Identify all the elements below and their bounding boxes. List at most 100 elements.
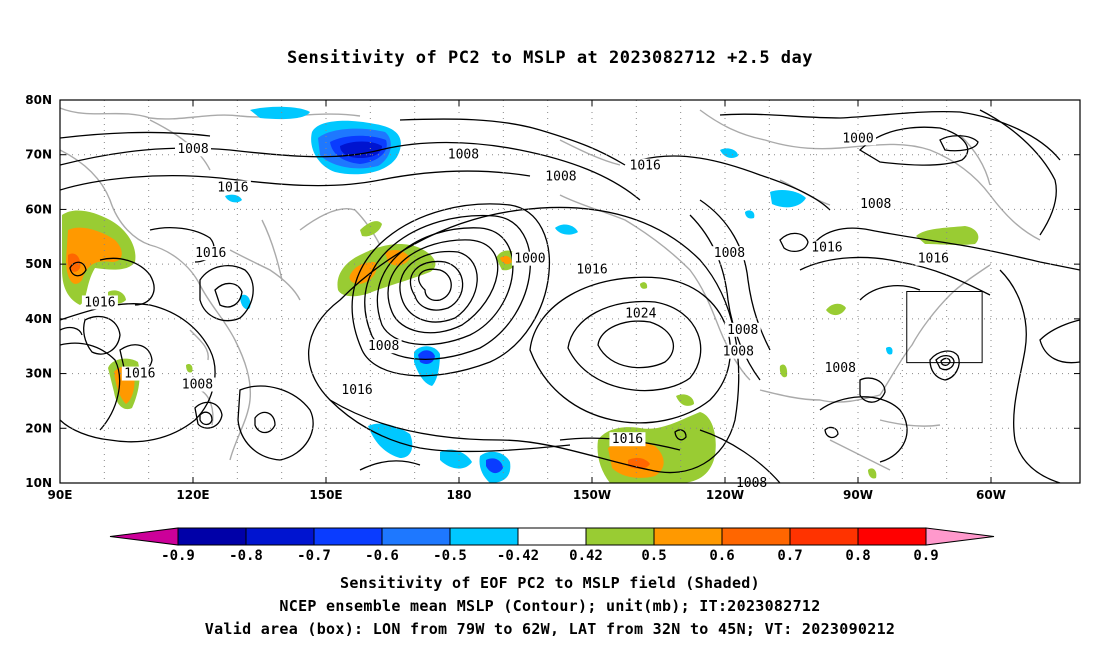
mslp-contour — [939, 135, 979, 152]
contour-label-bg — [339, 382, 376, 397]
caption-line-3: Valid area (box): LON from 79W to 62W, L… — [204, 620, 896, 638]
lon-tick-label: 180 — [446, 488, 471, 502]
coastline — [879, 419, 941, 427]
contour-label-bg — [445, 147, 482, 162]
contour-label: 1008 — [177, 142, 208, 157]
mslp-contour — [929, 350, 960, 381]
lat-tick-label: 50N — [25, 257, 52, 271]
mslp-contour — [699, 199, 771, 351]
colorbar-segment — [857, 527, 927, 546]
colorbar-tick-label: 0.42 — [569, 548, 603, 564]
positive-sensitivity-patch — [349, 262, 377, 284]
negative-sensitivity-patch — [250, 106, 310, 120]
valid-area-box-layer — [906, 291, 983, 364]
contour-label: 1008 — [182, 378, 213, 393]
lon-tick-label: 90W — [843, 488, 873, 502]
contour-label-bg — [121, 366, 158, 381]
mslp-contour — [254, 411, 276, 434]
colorbar-tick-label: -0.42 — [497, 548, 539, 564]
coastline — [229, 249, 301, 301]
chart-title: Sensitivity of PC2 to MSLP at 2023082712… — [286, 48, 813, 68]
contour-label-bg — [175, 142, 211, 157]
mslp-contour — [60, 326, 83, 336]
coastline — [60, 107, 361, 120]
contour-label: 1008 — [714, 246, 745, 261]
contour-label-bg — [574, 262, 610, 277]
colorbar-tick-label: 0.6 — [709, 548, 734, 564]
mslp-contour — [999, 269, 1061, 483]
colorbar: -0.9 -0.8 -0.7 -0.6 -0.5 -0.42 0.42 0.5 0.6 0.7 0.… — [109, 527, 995, 564]
coastline — [699, 109, 1041, 241]
negative-sensitivity-patch — [340, 141, 382, 158]
contour-label-bg — [915, 251, 952, 266]
negative-sensitivity-patch — [886, 346, 893, 355]
negative-sensitivity-patch — [368, 423, 413, 458]
contour-label: 1008 — [368, 339, 399, 354]
mslp-contour — [979, 109, 1057, 236]
mslp-contour — [364, 214, 531, 360]
contour-labels-layer: 1008 1008 1016 1008 1016 1000 1000 1008 1016 1008… — [81, 131, 952, 491]
caption-line-1: Sensitivity of EOF PC2 to MSLP field (Sh… — [340, 574, 760, 592]
lat-tick-label: 30N — [25, 367, 52, 381]
negative-sensitivity-patch — [745, 210, 755, 219]
contour-label: 1016 — [341, 383, 372, 398]
mslp-contour — [199, 411, 213, 426]
mslp-contour — [418, 268, 452, 302]
contour-label: 1000 — [842, 131, 873, 146]
contour-label: 1024 — [625, 306, 656, 321]
mslp-contour — [199, 265, 254, 322]
mslp-contour — [99, 257, 155, 306]
contour-label: 1016 — [576, 263, 607, 278]
lon-tick-label: 150W — [573, 488, 611, 502]
contour-label: 1008 — [448, 148, 479, 163]
colorbar-tick-label: -0.5 — [433, 548, 467, 564]
mslp-contour — [69, 261, 87, 277]
mslp-contour — [689, 214, 761, 381]
mslp-contour — [940, 357, 951, 366]
coastline — [189, 329, 209, 361]
lon-tick-label: 150E — [309, 488, 342, 502]
contour-label-bg — [365, 339, 402, 354]
mslp-contour — [60, 141, 641, 201]
colorbar-tick-label: -0.6 — [365, 548, 399, 564]
contour-label: 1016 — [124, 367, 155, 382]
mslp-contour — [935, 354, 955, 371]
colorbar-segment — [313, 527, 383, 546]
coastline — [829, 439, 891, 471]
mslp-contour — [597, 320, 674, 369]
mslp-contour — [699, 429, 781, 483]
positive-sensitivity-patch — [779, 364, 788, 378]
lat-tick-label: 20N — [25, 421, 52, 435]
mslp-contour — [237, 385, 314, 461]
mslp-contour — [824, 426, 839, 439]
colorbar-segment — [653, 527, 723, 546]
contour-label: 1008 — [825, 361, 856, 376]
contour-label-bg — [214, 180, 251, 195]
caption-line-2: NCEP ensemble mean MSLP (Contour); unit(… — [279, 597, 821, 615]
colorbar-right-extension — [925, 527, 995, 546]
colorbar-tick-label: -0.9 — [161, 548, 195, 564]
colorbar-tick-label: 0.9 — [913, 548, 938, 564]
negative-sensitivity-patch — [770, 190, 806, 208]
colorbar-segment — [585, 527, 655, 546]
colorbar-segment — [517, 527, 587, 546]
lat-tick-label: 60N — [25, 202, 52, 216]
contour-label: 1008 — [860, 197, 891, 212]
mslp-contour — [359, 460, 421, 471]
negative-sensitivity-patch — [418, 350, 435, 364]
contour-label: 1016 — [84, 295, 115, 310]
lon-tick-label: 120W — [706, 488, 744, 502]
colorbar-left-extension — [109, 527, 179, 546]
mslp-contour — [399, 118, 626, 166]
colorbar-segment — [381, 527, 451, 546]
lon-tick-label: 120E — [176, 488, 209, 502]
contour-label-bg — [81, 295, 118, 310]
contour-label-bg — [609, 432, 646, 447]
colorbar-tick-label: 0.7 — [777, 548, 802, 564]
mslp-contour — [809, 227, 1080, 271]
positive-sensitivity-patch — [676, 394, 694, 406]
mslp-contour — [399, 250, 478, 323]
negative-sensitivity-patch — [225, 194, 242, 203]
contour-label: 1016 — [195, 246, 226, 261]
